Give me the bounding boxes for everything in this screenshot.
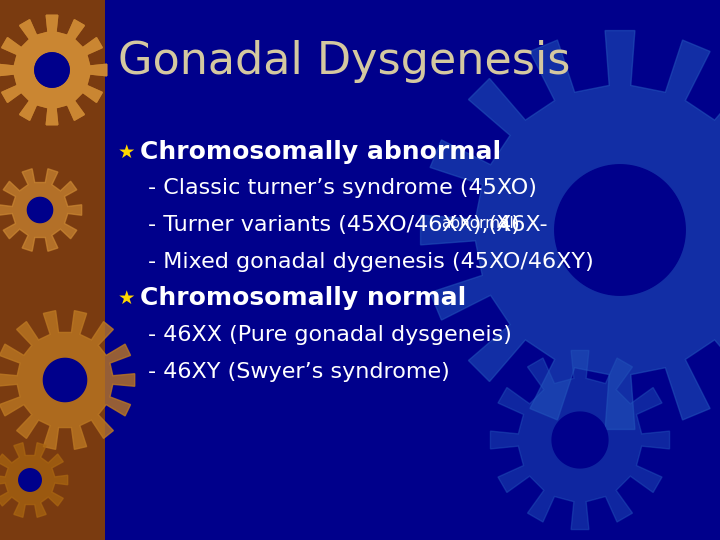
Text: abnormal: abnormal	[441, 215, 514, 231]
Polygon shape	[0, 15, 107, 125]
Polygon shape	[27, 198, 53, 222]
Text: Chromosomally normal: Chromosomally normal	[140, 286, 467, 310]
Text: Chromosomally abnormal: Chromosomally abnormal	[140, 140, 501, 164]
Polygon shape	[552, 412, 608, 468]
Text: - Turner variants (45XO/46XX),(46X-: - Turner variants (45XO/46XX),(46X-	[148, 215, 548, 235]
Polygon shape	[43, 359, 86, 402]
Text: ★: ★	[118, 288, 135, 307]
Polygon shape	[490, 350, 670, 530]
Text: ★: ★	[118, 143, 135, 161]
Text: - Mixed gonadal dygenesis (45XO/46XY): - Mixed gonadal dygenesis (45XO/46XY)	[148, 252, 594, 272]
Polygon shape	[0, 443, 68, 517]
Polygon shape	[420, 31, 720, 429]
Text: - 46XX (Pure gonadal dysgeneis): - 46XX (Pure gonadal dysgeneis)	[148, 325, 512, 345]
Polygon shape	[555, 165, 685, 295]
Polygon shape	[35, 53, 69, 87]
Bar	[0, 0, 105, 540]
Text: - 46XY (Swyer’s syndrome): - 46XY (Swyer’s syndrome)	[148, 362, 450, 382]
Polygon shape	[19, 469, 41, 491]
Polygon shape	[0, 15, 107, 125]
Polygon shape	[0, 310, 135, 449]
Text: Gonadal Dysgenesis: Gonadal Dysgenesis	[118, 40, 570, 83]
Text: - Classic turner’s syndrome (45XO): - Classic turner’s syndrome (45XO)	[148, 178, 537, 198]
Polygon shape	[35, 53, 69, 87]
Polygon shape	[0, 168, 81, 251]
Text: X): X)	[489, 215, 520, 235]
